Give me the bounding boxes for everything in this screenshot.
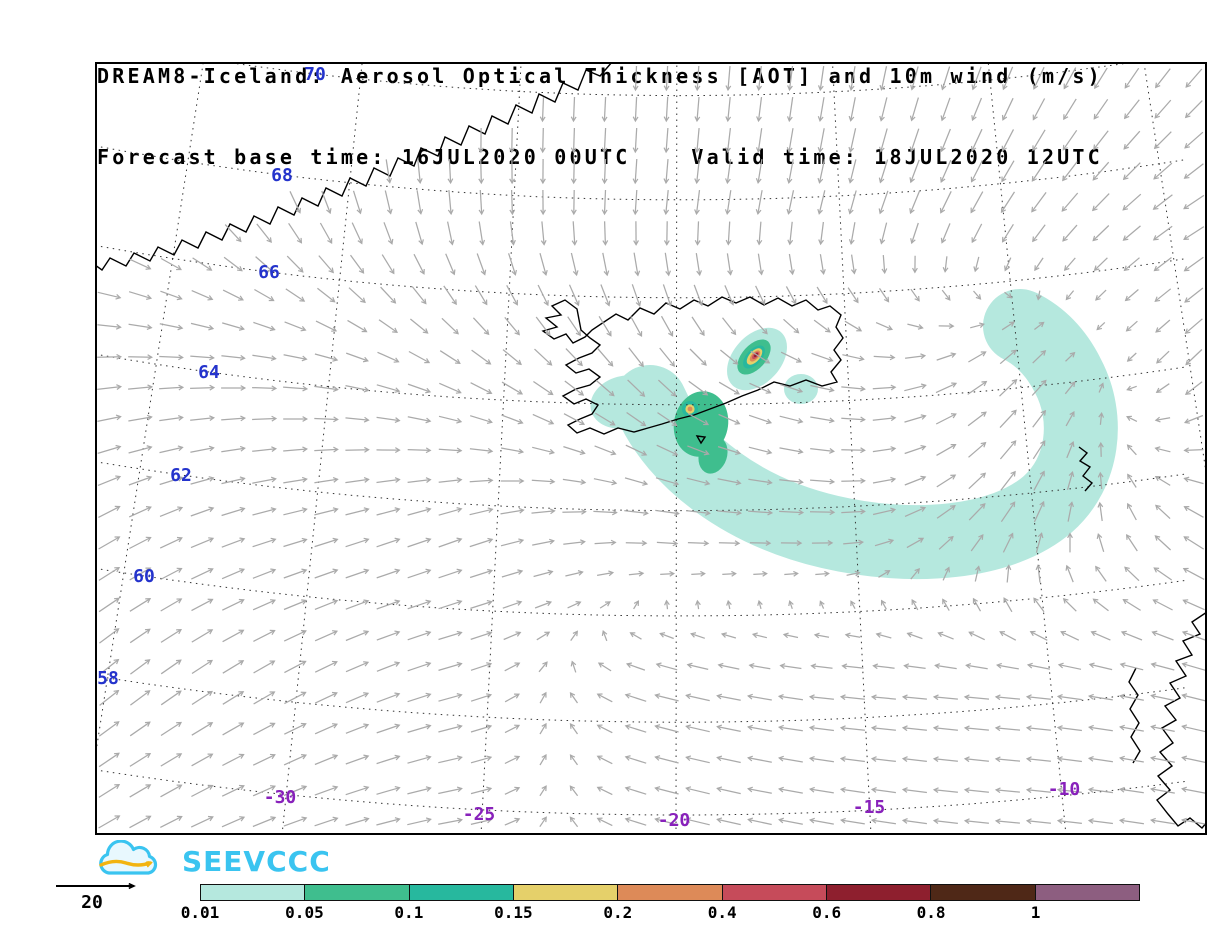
latitude-line <box>221 62 1139 97</box>
lon-label--10: -10 <box>1048 779 1081 800</box>
coastline-vestmannaeyjar <box>695 435 707 445</box>
colorbar-segment-1 <box>1035 885 1139 900</box>
lon-label--30: -30 <box>264 787 297 808</box>
coastline-faroe-islands <box>1078 446 1094 492</box>
coastline-scotland-mainland <box>1156 611 1207 829</box>
latitude-line <box>95 353 1188 406</box>
cloud-logo-icon <box>99 840 158 875</box>
lat-label-70: 70 <box>304 64 326 85</box>
wind-arrows-layer <box>97 65 1206 829</box>
aot-patches-layer <box>590 289 1118 580</box>
lon-label--15: -15 <box>853 797 886 818</box>
colorbar-segment-0.2 <box>618 885 723 900</box>
lat-label-68: 68 <box>271 165 293 186</box>
latitude-line <box>95 675 1188 723</box>
latitude-line <box>95 145 1188 201</box>
lon-label--25: -25 <box>463 804 496 825</box>
lat-label-62: 62 <box>170 465 192 486</box>
seevccc-logo: SEEVCCC <box>92 840 331 882</box>
aot-patch <box>784 374 818 404</box>
colorbar-segment-0.8 <box>931 885 1036 900</box>
colorbar-segment-0.6 <box>826 885 932 900</box>
longitude-line <box>1143 62 1207 482</box>
lat-label-58: 58 <box>97 668 119 689</box>
colorbar-segment-0.4 <box>722 885 827 900</box>
cloud-shape <box>99 840 158 875</box>
aot-patch <box>590 375 658 429</box>
wind-reference-arrow: 20 <box>56 876 158 913</box>
aot-colorbar <box>200 884 1140 901</box>
chart-title: DREAM8-Iceland: Aerosol Optical Thicknes… <box>97 9 1103 225</box>
aot-patch <box>698 436 728 474</box>
wind-ref-label: 20 <box>81 892 103 913</box>
chart-title-line1: DREAM8-Iceland: Aerosol Optical Thicknes… <box>97 64 1103 88</box>
lat-label-66: 66 <box>258 262 280 283</box>
lon-label--20: -20 <box>658 810 691 831</box>
coastline-greenland-east-coast <box>95 62 613 271</box>
colorbar-segment-0.05 <box>305 885 410 900</box>
lat-label-60: 60 <box>133 566 155 587</box>
chart-title-line2: Forecast base time: 16JUL2020 00UTC Vali… <box>97 145 1103 169</box>
graticule-labels: 70 68 66 64 62 60 58 -30 -25 -20 -15 -10 <box>97 64 1080 831</box>
lat-label-64: 64 <box>198 362 220 383</box>
map-content: 70 68 66 64 62 60 58 -30 -25 -20 -15 -10 <box>95 62 1207 835</box>
coastlines-layer <box>95 62 1207 829</box>
coastline-outer-hebrides <box>1128 667 1141 764</box>
latitude-line <box>95 769 1188 816</box>
colorbar-segment-0.1 <box>409 885 514 900</box>
coastline-iceland <box>541 296 844 435</box>
aot-patch <box>613 289 1118 580</box>
map-border <box>95 62 1207 835</box>
aot-patch <box>687 406 693 412</box>
wind-swoosh-icon <box>99 859 150 865</box>
latitude-line <box>95 461 1188 512</box>
colorbar-segment-0.15 <box>513 885 619 900</box>
colorbar-segment-0.01 <box>201 885 306 900</box>
logo-text: SEEVCCC <box>182 844 331 878</box>
longitude-line <box>95 62 204 762</box>
